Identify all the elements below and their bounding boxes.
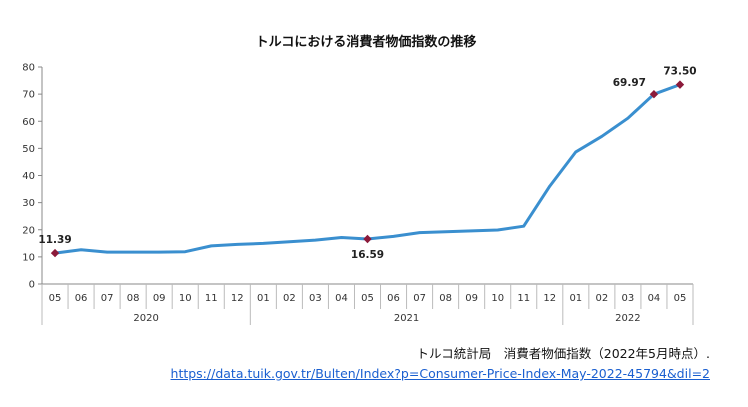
x-month-label: 02: [595, 293, 608, 304]
annotated-point-marker: [649, 90, 659, 99]
data-point: [600, 135, 604, 138]
x-month-label: 03: [622, 293, 635, 304]
data-point: [314, 238, 317, 242]
x-month-label: 05: [361, 293, 374, 304]
data-point: [522, 224, 525, 228]
x-month-label: 05: [49, 293, 62, 304]
x-month-label: 11: [517, 293, 530, 304]
data-point: [574, 150, 578, 154]
data-point: [262, 242, 265, 245]
y-tick-label: 50: [22, 144, 35, 155]
data-point: [184, 250, 187, 253]
x-month-label: 10: [491, 293, 504, 304]
x-month-label: 12: [543, 293, 556, 304]
x-month-label: 07: [413, 293, 426, 304]
x-month-label: 02: [283, 293, 296, 304]
x-month-label: 03: [309, 293, 322, 304]
source-note: トルコ統計局 消費者物価指数（2022年5月時点）.: [416, 346, 711, 361]
x-year-label: 2021: [394, 313, 419, 324]
data-annotations: 11.39 16.59 69.97 73.50: [38, 66, 696, 261]
x-year-label: 2020: [133, 313, 158, 324]
data-point: [418, 231, 421, 234]
y-tick-label: 10: [22, 252, 35, 263]
source-link[interactable]: https://data.tuik.gov.tr/Bulten/Index?p=…: [170, 366, 710, 381]
x-month-label: 12: [231, 293, 244, 304]
y-tick-label: 70: [22, 90, 35, 101]
x-month-label: 07: [101, 293, 114, 304]
data-label: 69.97: [613, 77, 646, 89]
data-point: [210, 244, 213, 248]
data-point: [105, 250, 109, 254]
data-point: [157, 250, 161, 254]
data-label: 16.59: [351, 249, 384, 261]
data-point: [236, 243, 239, 246]
data-point: [131, 250, 135, 254]
annotated-point-marker: [675, 80, 685, 89]
data-point: [626, 116, 630, 120]
data-point: [79, 248, 83, 251]
data-point: [470, 229, 473, 233]
x-month-label: 10: [179, 293, 192, 304]
x-month-label: 08: [439, 293, 452, 304]
x-year-label: 2022: [615, 313, 640, 324]
chart-title: トルコにおける消費者物価指数の推移: [256, 34, 477, 50]
annotated-point-marker: [50, 248, 60, 258]
y-tick-label: 60: [22, 117, 35, 128]
x-month-label: 08: [127, 293, 140, 304]
data-label: 73.50: [663, 66, 696, 78]
x-month-label: 09: [153, 293, 166, 304]
x-month-label: 05: [674, 293, 687, 304]
data-point: [288, 240, 291, 243]
x-axis: 05 06 07 08 09 10 11 12 01 02 03 04 05 06 07 08 09 10 11 12…: [41, 283, 694, 325]
data-point: [392, 235, 395, 238]
data-point: [548, 184, 551, 188]
y-tick-label: 20: [22, 225, 35, 236]
x-month-label: 06: [387, 293, 400, 304]
x-month-label: 04: [335, 293, 348, 304]
data-label: 11.39: [38, 234, 71, 246]
y-axis: 0 10 20 30 40 50 60 70 80: [22, 63, 43, 291]
annotated-point-marker: [363, 234, 372, 244]
y-tick-label: 80: [22, 63, 35, 74]
series-line: [54, 83, 681, 255]
x-month-label: 06: [75, 293, 88, 304]
y-tick-label: 30: [22, 198, 35, 209]
x-month-label: 09: [465, 293, 478, 304]
data-point: [340, 236, 343, 239]
x-month-label: 11: [205, 293, 218, 304]
cpi-series: [53, 83, 682, 255]
x-month-label: 04: [648, 293, 661, 304]
data-point: [496, 228, 499, 232]
y-tick-label: 40: [22, 171, 35, 182]
data-point: [444, 230, 447, 233]
x-month-label: 01: [569, 293, 582, 304]
x-month-label: 01: [257, 293, 270, 304]
y-tick-label: 0: [29, 280, 35, 291]
